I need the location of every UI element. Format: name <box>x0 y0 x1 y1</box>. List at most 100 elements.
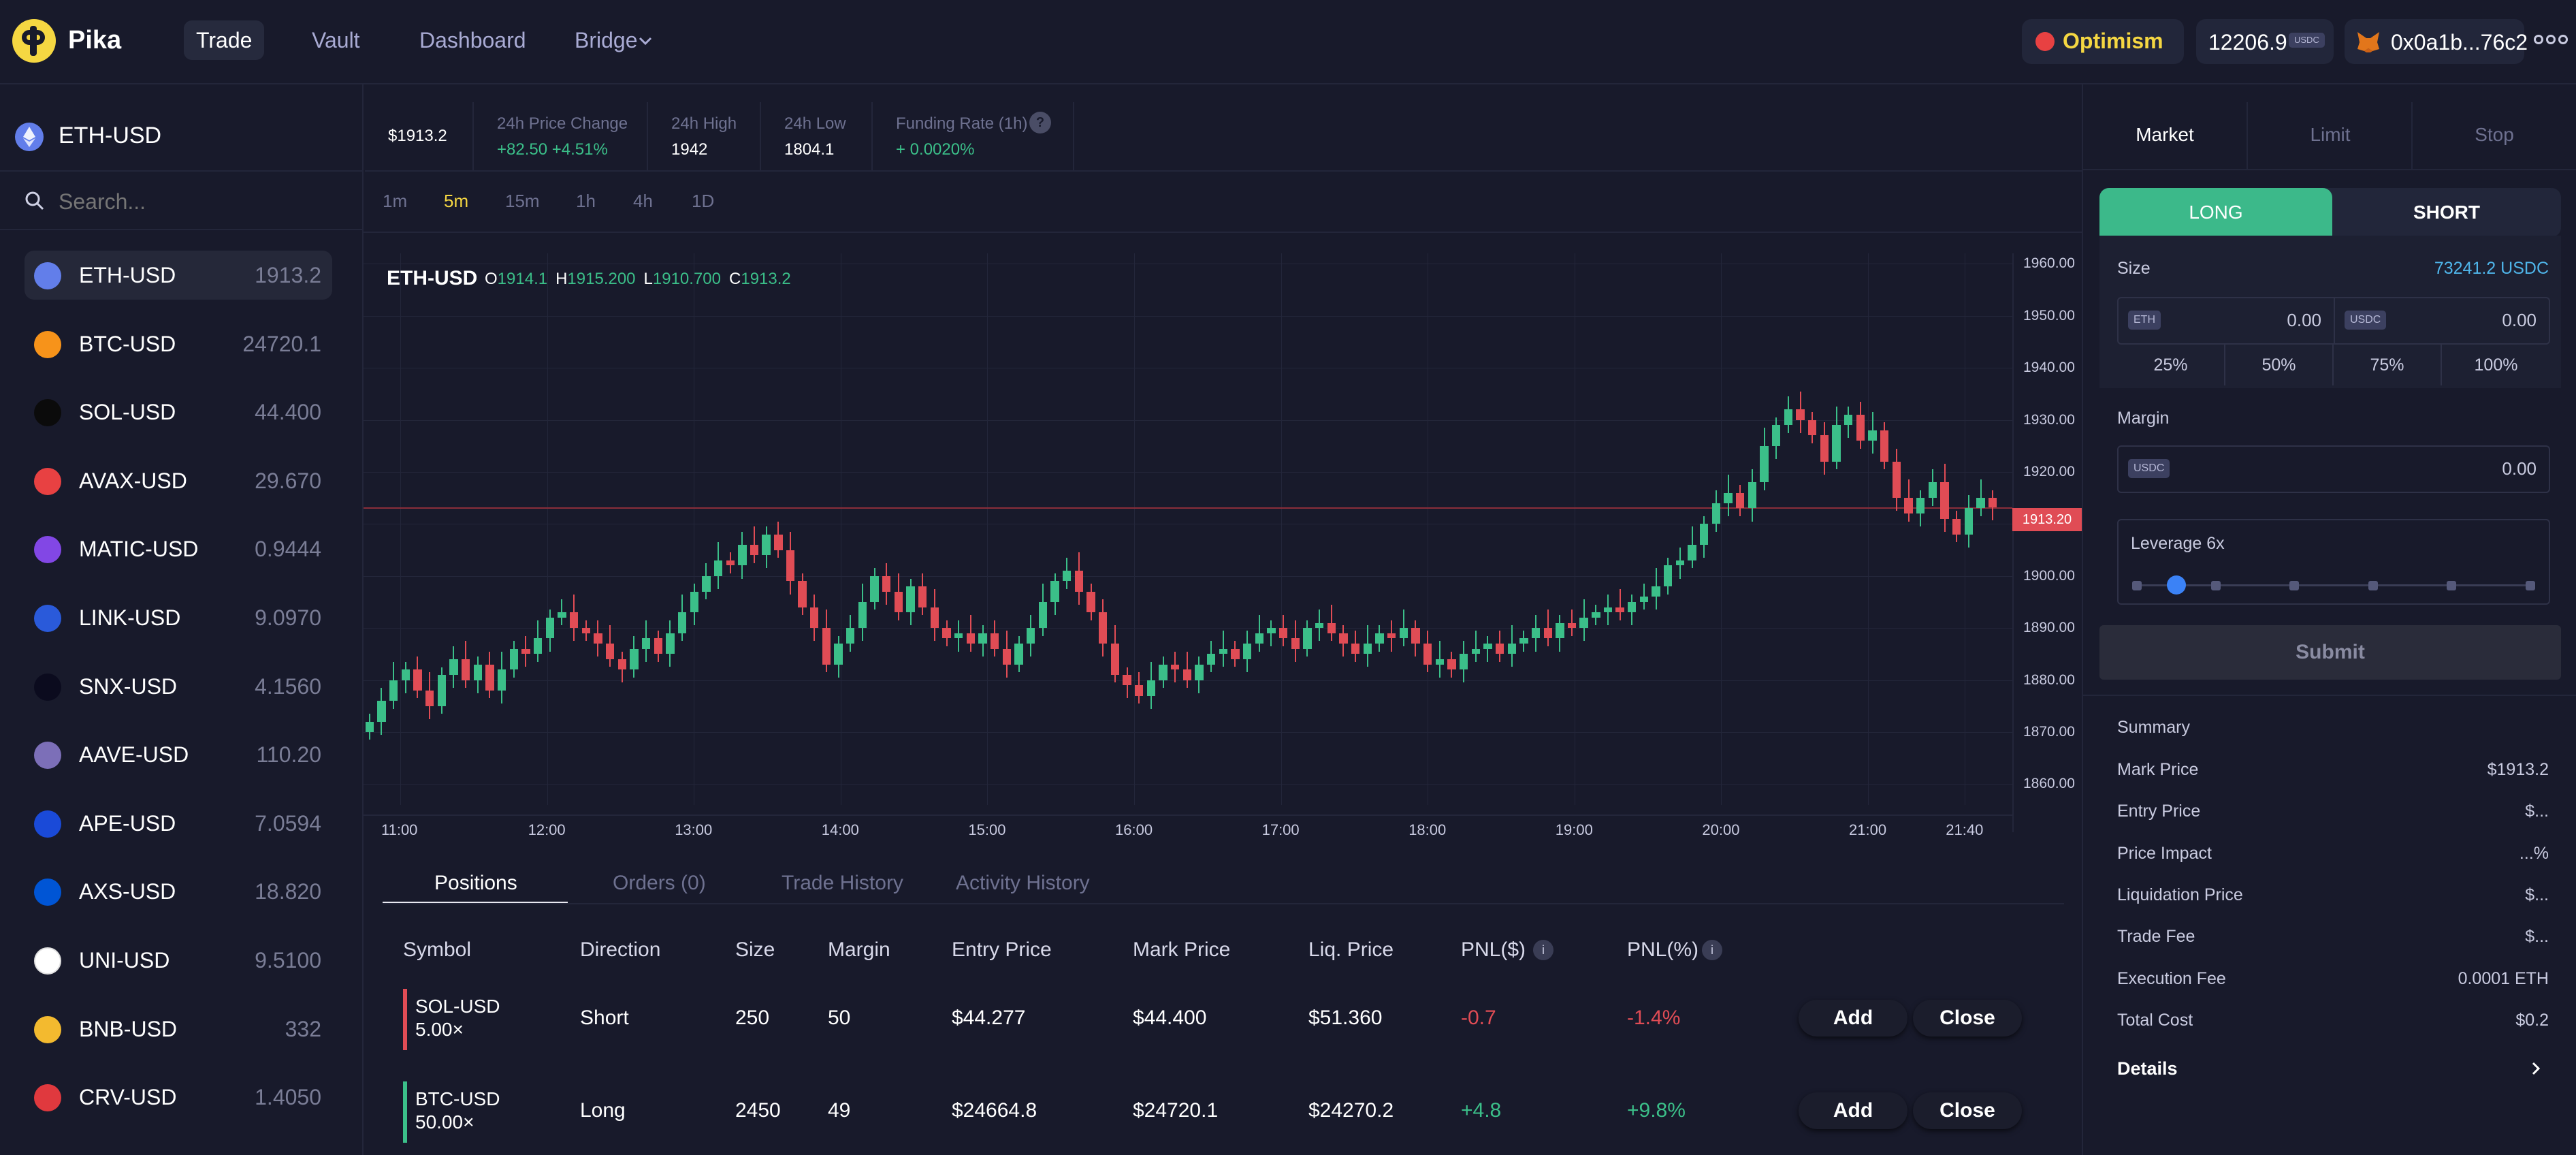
pct-25-button[interactable]: 25% <box>2117 345 2225 385</box>
funding-label: Funding Rate (1h) <box>896 114 1028 133</box>
candle <box>810 607 819 629</box>
pika-logo-icon[interactable] <box>12 19 56 63</box>
search-box[interactable] <box>0 172 364 230</box>
order-type-market[interactable]: Market <box>2082 102 2248 170</box>
position-entry: $24664.8 <box>952 1099 1037 1122</box>
close-button[interactable]: Close <box>1913 1092 2022 1129</box>
candle <box>1675 560 1685 566</box>
market-row[interactable]: BNB-USD 332 <box>25 1004 332 1054</box>
nav-dashboard[interactable]: Dashboard <box>419 28 526 52</box>
close-button[interactable]: Close <box>1913 1000 2022 1037</box>
tab-positions[interactable]: Positions <box>434 872 517 894</box>
info-icon[interactable]: i <box>1533 940 1553 960</box>
timeframe-4h[interactable]: 4h <box>633 191 653 211</box>
market-price: 9.0970 <box>255 605 321 630</box>
candle <box>605 644 615 660</box>
header-size: Size <box>735 938 775 961</box>
position-liq: $24270.2 <box>1308 1099 1394 1122</box>
candle <box>1784 409 1793 426</box>
timeframe-1h[interactable]: 1h <box>576 191 596 211</box>
leverage-step[interactable] <box>2289 581 2299 590</box>
leverage-step[interactable] <box>2368 581 2378 590</box>
leverage-step[interactable] <box>2447 581 2456 590</box>
candle <box>1700 524 1709 545</box>
gridline <box>364 784 2012 785</box>
market-row[interactable]: ETH-USD 1913.2 <box>25 251 332 300</box>
timeframe-1d[interactable]: 1D <box>692 191 715 211</box>
long-button[interactable]: LONG <box>2099 188 2332 237</box>
side-indicator <box>403 989 407 1050</box>
margin-input[interactable] <box>2247 455 2537 482</box>
balance-chip[interactable]: 12206.9 USDC <box>2196 19 2334 64</box>
market-row[interactable]: CRV-USD 1.4050 <box>25 1073 332 1122</box>
candle <box>1531 628 1541 639</box>
search-input[interactable] <box>59 187 344 217</box>
tab-trade-history[interactable]: Trade History <box>782 872 903 894</box>
chevron-right-icon[interactable] <box>2531 1061 2541 1076</box>
selected-pair[interactable]: ETH-USD <box>0 102 364 172</box>
last-price-line <box>364 507 2012 509</box>
market-row[interactable]: AXS-USD 18.820 <box>25 867 332 916</box>
submit-button[interactable]: Submit <box>2099 625 2561 680</box>
info-icon[interactable]: i <box>1702 940 1722 960</box>
network-selector[interactable]: Optimism <box>2022 19 2184 64</box>
details-toggle[interactable]: Details <box>2117 1058 2178 1079</box>
market-price: 24720.1 <box>242 331 321 356</box>
candle <box>1988 498 1997 507</box>
add-button[interactable]: Add <box>1799 1000 1907 1037</box>
candle <box>425 690 434 706</box>
tab-activity-history[interactable]: Activity History <box>956 872 1090 894</box>
nav-trade[interactable]: Trade <box>184 20 265 60</box>
leverage-step[interactable] <box>2525 581 2535 590</box>
timeframe-1m[interactable]: 1m <box>383 191 408 211</box>
market-price: 332 <box>285 1016 321 1041</box>
leverage-knob[interactable] <box>2167 575 2186 595</box>
candle <box>666 633 675 654</box>
market-row[interactable]: SOL-USD 44.400 <box>25 387 332 437</box>
order-type-limit[interactable]: Limit <box>2248 102 2413 170</box>
leverage-step[interactable] <box>2132 581 2142 590</box>
size-max[interactable]: 73241.2 USDC <box>2434 259 2549 278</box>
gridline <box>364 575 2012 577</box>
candle <box>1423 644 1432 665</box>
y-axis-label: 1870.00 <box>2023 724 2075 740</box>
market-row[interactable]: SNX-USD 4.1560 <box>25 662 332 711</box>
pct-100-button[interactable]: 100% <box>2474 355 2518 375</box>
market-row[interactable]: LINK-USD 9.0970 <box>25 593 332 642</box>
position-mark: $24720.1 <box>1133 1099 1219 1122</box>
wallet-chip[interactable]: 0x0a1b...76c2 <box>2345 19 2528 64</box>
tab-orders[interactable]: Orders (0) <box>613 872 706 894</box>
add-button[interactable]: Add <box>1799 1092 1907 1129</box>
order-type-label: Stop <box>2475 124 2514 145</box>
market-row[interactable]: AVAX-USD 29.670 <box>25 456 332 505</box>
chevron-down-icon[interactable] <box>639 37 652 46</box>
candle <box>1363 644 1372 654</box>
market-price: 18.820 <box>255 879 321 904</box>
leverage-track[interactable] <box>2136 584 2531 586</box>
market-row[interactable]: AAVE-USD 110.20 <box>25 730 332 779</box>
market-row[interactable]: MATIC-USD 0.9444 <box>25 524 332 573</box>
market-row[interactable]: UNI-USD 9.5100 <box>25 936 332 985</box>
usdc-size-input[interactable] <box>2403 306 2537 334</box>
short-button[interactable]: SHORT <box>2413 202 2480 223</box>
candle <box>738 544 747 566</box>
leverage-step[interactable] <box>2210 581 2221 590</box>
help-icon[interactable]: ? <box>1029 112 1051 133</box>
pct-50-button[interactable]: 50% <box>2225 345 2334 385</box>
eth-size-input[interactable] <box>2178 306 2321 334</box>
order-type-stop[interactable]: Stop <box>2413 102 2576 170</box>
candle <box>846 628 855 644</box>
nav-vault[interactable]: Vault <box>312 28 360 52</box>
top-navigation: Pika Trade Vault Dashboard Bridge Optimi… <box>0 0 2576 84</box>
tabs-divider <box>383 903 2064 904</box>
pct-75-button[interactable]: 75% <box>2334 345 2442 385</box>
market-row[interactable]: APE-USD 7.0594 <box>25 799 332 848</box>
nav-bridge[interactable]: Bridge <box>575 28 638 52</box>
candle <box>1002 648 1012 665</box>
market-row[interactable]: BTC-USD 24720.1 <box>25 319 332 368</box>
position-symbol: BTC-USD <box>415 1088 500 1109</box>
eth-icon <box>15 123 44 151</box>
timeframe-5m[interactable]: 5m <box>444 191 469 211</box>
timeframe-15m[interactable]: 15m <box>505 191 540 211</box>
candle <box>1182 669 1191 680</box>
